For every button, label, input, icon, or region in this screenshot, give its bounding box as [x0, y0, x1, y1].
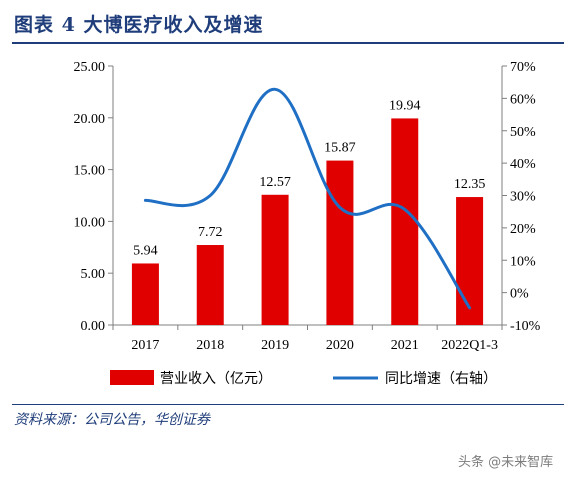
- right-axis-tick-label: 40%: [510, 157, 536, 172]
- right-axis-tick-label: 30%: [510, 190, 536, 205]
- growth-line-series: [143, 87, 472, 310]
- bar-data-label: 15.87: [324, 141, 356, 156]
- bar-data-label: 12.35: [454, 177, 486, 192]
- legend-line-label: 同比增速（右轴）: [385, 371, 497, 387]
- revenue-bar: [391, 118, 419, 325]
- right-axis-tick-label: -10%: [510, 319, 541, 334]
- bar-data-label: 12.57: [259, 175, 291, 190]
- revenue-bar: [196, 245, 224, 325]
- revenue-bar: [456, 197, 484, 325]
- source-rule: [12, 404, 564, 405]
- left-axis-tick-label: 10.00: [74, 215, 106, 230]
- source-note: 资料来源：公司公告，华创证券: [14, 412, 210, 428]
- right-axis-tick-label: 10%: [510, 254, 536, 269]
- x-axis-tick-label: 2022Q1-3: [441, 338, 498, 353]
- revenue-bars: [131, 118, 484, 325]
- left-axis-tick-label: 5.00: [81, 267, 106, 282]
- title-rule: [12, 42, 564, 44]
- x-axis-tick-label: 2019: [261, 338, 289, 353]
- right-axis-tick-label: 20%: [510, 222, 536, 237]
- bar-data-label: 7.72: [198, 225, 223, 240]
- x-axis-tick-label: 2020: [326, 338, 354, 353]
- left-axis-tick-label: 15.00: [74, 164, 106, 179]
- chart-legend: 营业收入（亿元） 同比增速（右轴）: [110, 370, 497, 387]
- x-axis-tick-label: 2017: [131, 338, 159, 353]
- revenue-growth-chart: 0.00 5.00 10.00 15.00 20.00 25.00 -10% 0% 10% 20%…: [74, 60, 541, 387]
- revenue-bar: [131, 263, 159, 325]
- revenue-bar: [326, 160, 354, 325]
- growth-line: [143, 87, 472, 310]
- left-axis-tick-label: 0.00: [81, 319, 106, 334]
- watermark: 头条 @未来智库: [458, 455, 554, 470]
- legend-bar-swatch: [110, 370, 154, 385]
- legend-bar-label: 营业收入（亿元）: [160, 371, 272, 387]
- chart-axes: 0.00 5.00 10.00 15.00 20.00 25.00 -10% 0% 10% 20%…: [74, 60, 541, 353]
- figure-title: 图表 4 大博医疗收入及增速: [14, 14, 264, 36]
- x-axis-tick-label: 2021: [391, 338, 419, 353]
- right-axis-tick-label: 60%: [510, 92, 536, 107]
- right-axis-tick-label: 0%: [510, 287, 529, 302]
- right-axis-tick-label: 50%: [510, 125, 536, 140]
- bar-data-label: 5.94: [133, 243, 158, 258]
- x-axis-tick-label: 2018: [196, 338, 224, 353]
- left-axis-tick-label: 25.00: [74, 60, 106, 75]
- left-axis-tick-label: 20.00: [74, 112, 106, 127]
- right-axis-tick-label: 70%: [510, 60, 536, 75]
- bar-data-labels: 5.94 7.72 12.57 15.87 19.94 12.35: [133, 98, 485, 258]
- revenue-bar: [261, 194, 289, 325]
- bar-data-label: 19.94: [389, 98, 421, 113]
